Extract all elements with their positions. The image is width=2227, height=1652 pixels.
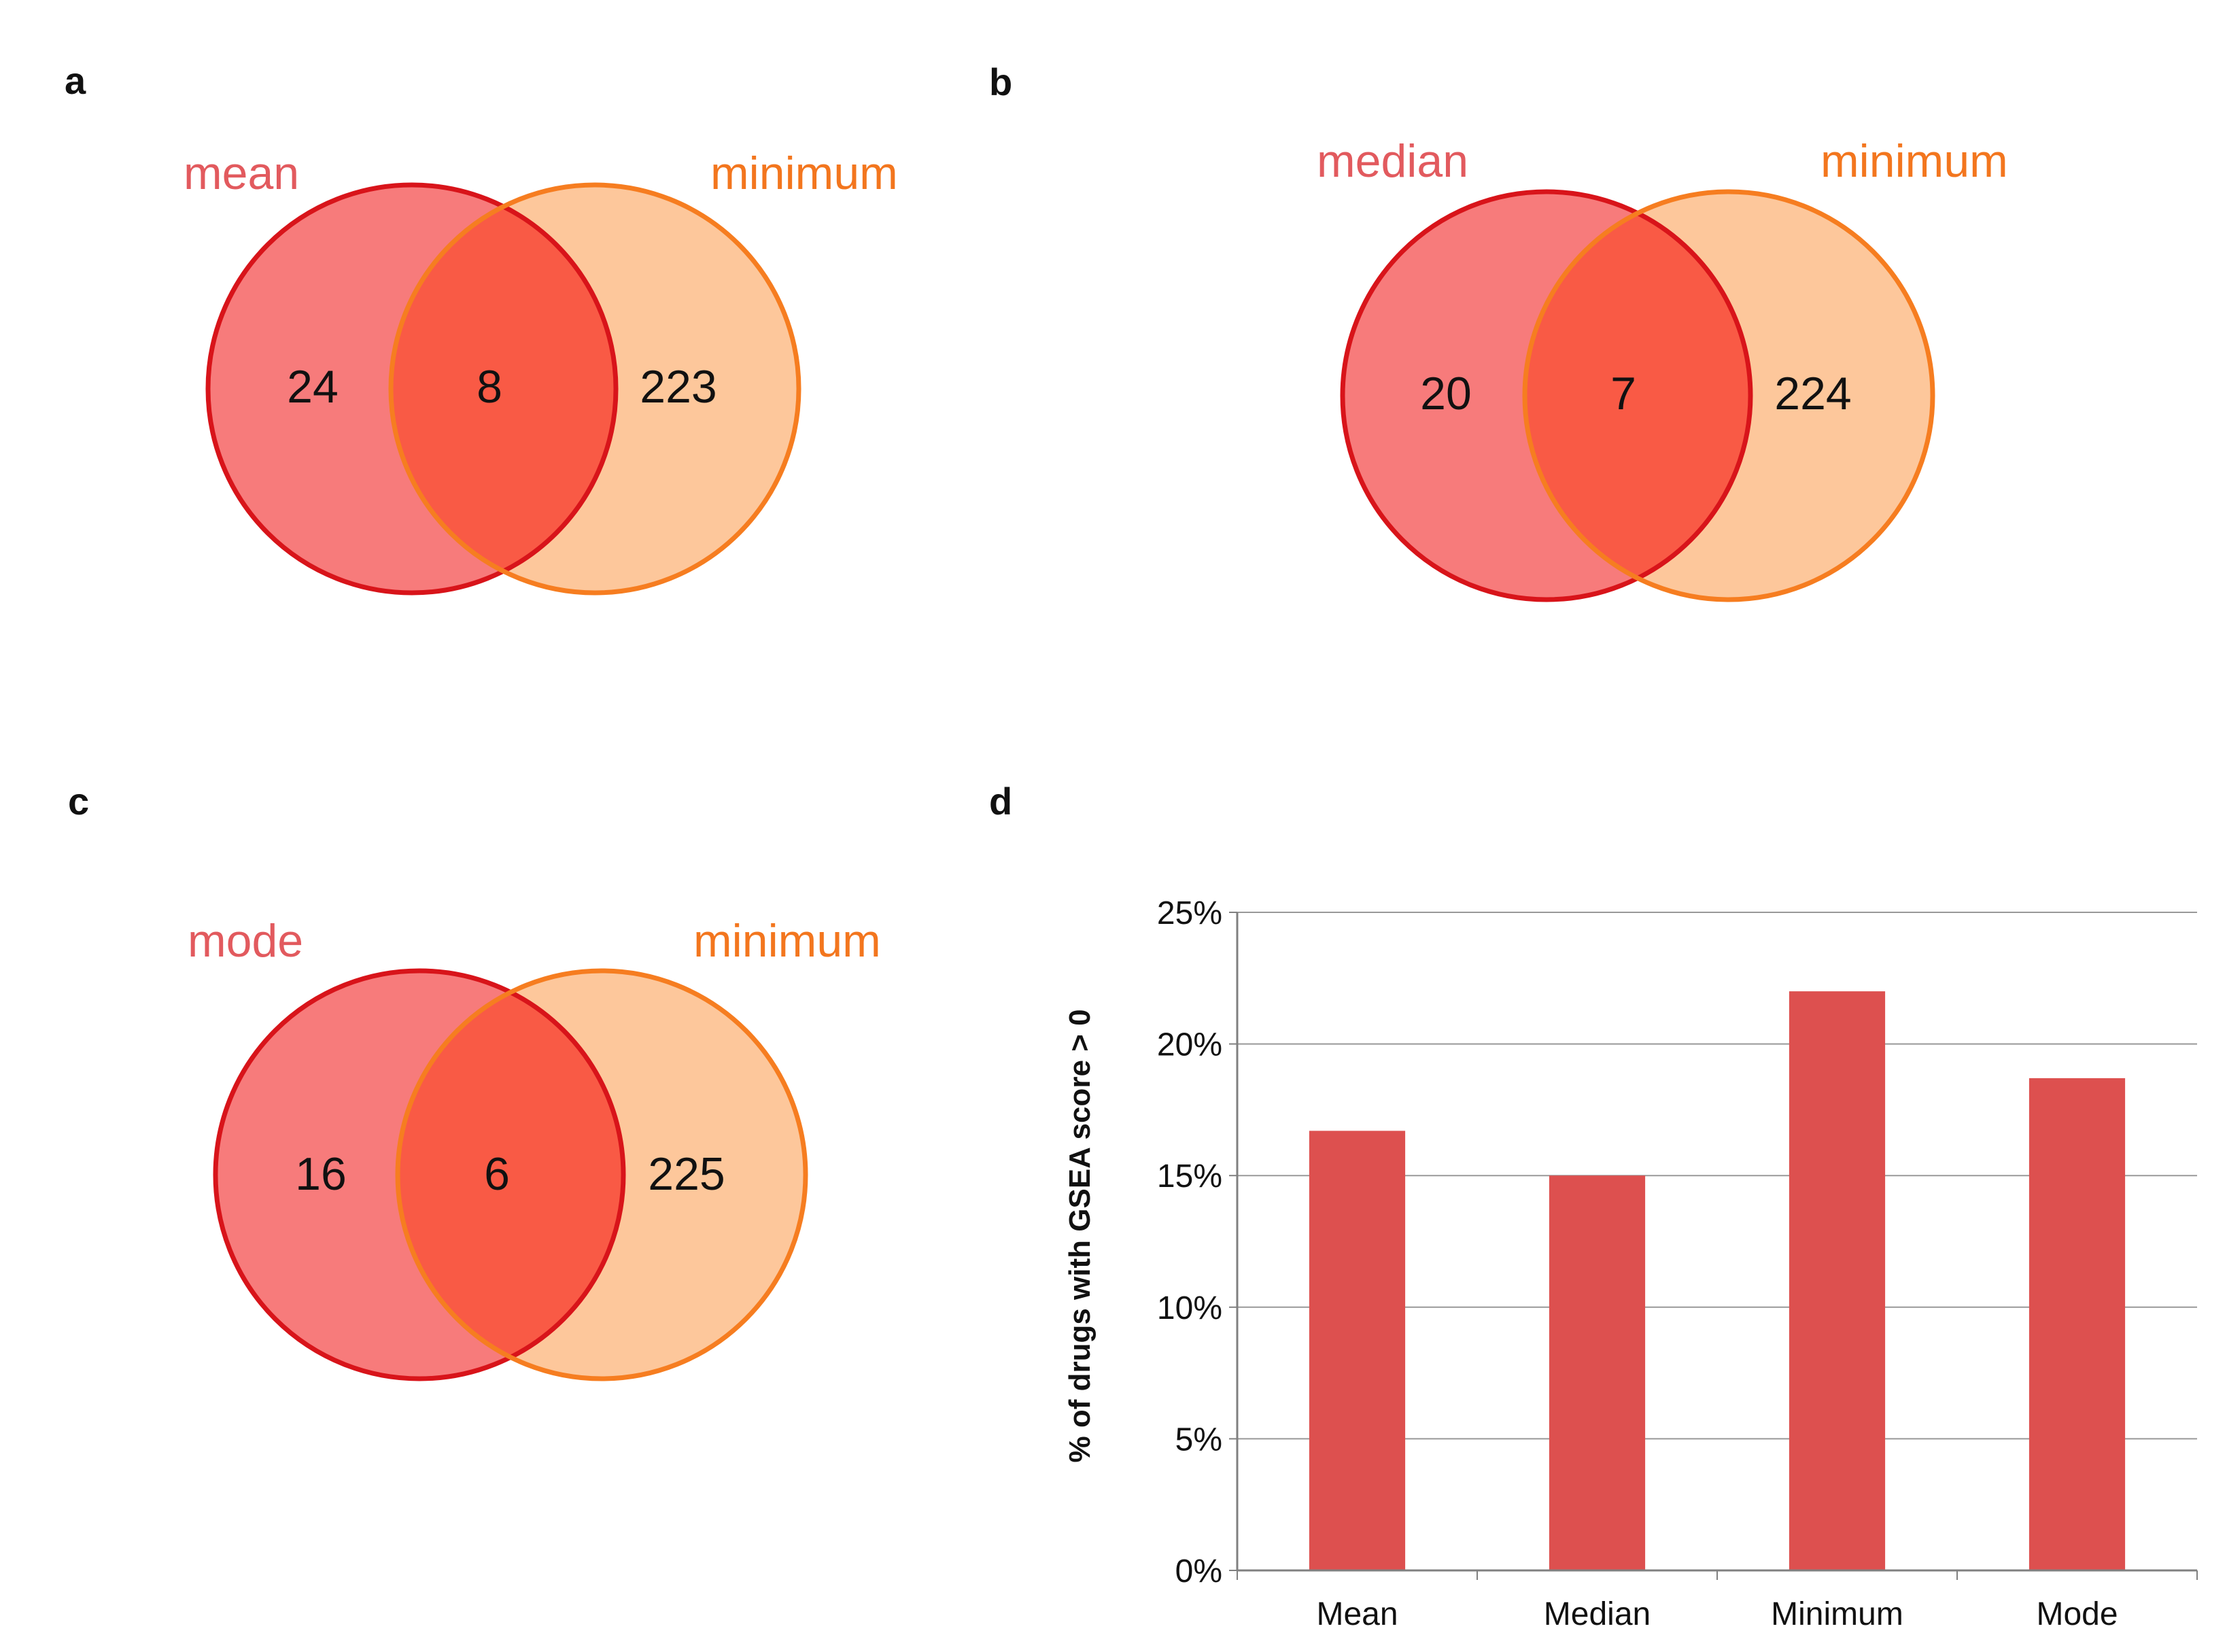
y-tick-label: 5% [1175,1422,1222,1458]
venn-panel-c: c mode minimum 16 6 225 [68,780,881,1381]
y-tick-label: 10% [1157,1290,1222,1326]
set-label-minimum: minimum [1820,135,2008,187]
set-label-minimum: minimum [693,915,881,967]
bar-mode [2029,1078,2126,1570]
set-label-mode: mode [188,915,303,967]
y-tick-label: 20% [1157,1027,1222,1063]
bar-chart-bars [1309,991,2126,1570]
set-label-median: median [1317,135,1468,187]
panel-letter-a: a [65,59,86,102]
count-mean-only: 24 [287,361,339,413]
venn-overlap-region [398,971,623,1379]
bar-minimum [1789,991,1886,1570]
count-minimum-only: 224 [1774,368,1851,419]
panel-letter-b: b [989,61,1012,103]
count-minimum-only: 225 [648,1148,725,1200]
venn-outline-median [1340,189,1753,602]
venn-outline-minimum [1522,189,1935,602]
panel-letter-d: d [989,780,1012,823]
count-mode-only: 16 [295,1148,347,1200]
bar-chart-x-tick-labels: Mean Median Minimum Mode [1316,1596,2118,1632]
x-tick-label: Minimum [1771,1596,1903,1632]
y-tick-label: 25% [1157,895,1222,931]
venn-outline-mode [213,968,626,1381]
venn-panel-a: a mean minimum 24 8 223 [65,59,898,596]
y-tick-label: 0% [1175,1553,1222,1589]
bar-chart-axes [1236,912,2198,1580]
venn-outline-minimum [395,968,808,1381]
set-label-minimum: minimum [710,148,898,199]
venn-overlap-region [391,185,616,593]
count-minimum-only: 223 [640,361,717,413]
bar-chart-y-tick-labels: 0% 5% 10% 15% 20% 25% [1157,895,1222,1589]
set-label-mean: mean [184,148,299,199]
x-tick-label: Mode [2036,1596,2118,1632]
count-median-only: 20 [1420,368,1472,419]
count-overlap: 8 [477,361,502,413]
count-overlap: 7 [1610,368,1636,419]
venn-overlap-region [1525,192,1750,600]
venn-panel-b: b median minimum 20 7 224 [989,61,2008,602]
bar-mean [1309,1131,1406,1570]
x-tick-label: Median [1544,1596,1651,1632]
panel-letter-c: c [68,780,89,823]
y-tick-label: 15% [1157,1158,1222,1194]
bar-chart-y-axis-label: % of drugs with GSEA score > 0 [1063,1009,1097,1462]
x-tick-label: Mean [1316,1596,1398,1632]
count-overlap: 6 [484,1148,510,1200]
bar-panel-d: d 0% 5% 10% 15% 20% 25% Mean Median Minimum Mode… [989,780,2198,1632]
venn-outline-mean [205,182,619,596]
bar-median [1549,1175,1646,1570]
venn-outline-minimum [388,182,801,596]
